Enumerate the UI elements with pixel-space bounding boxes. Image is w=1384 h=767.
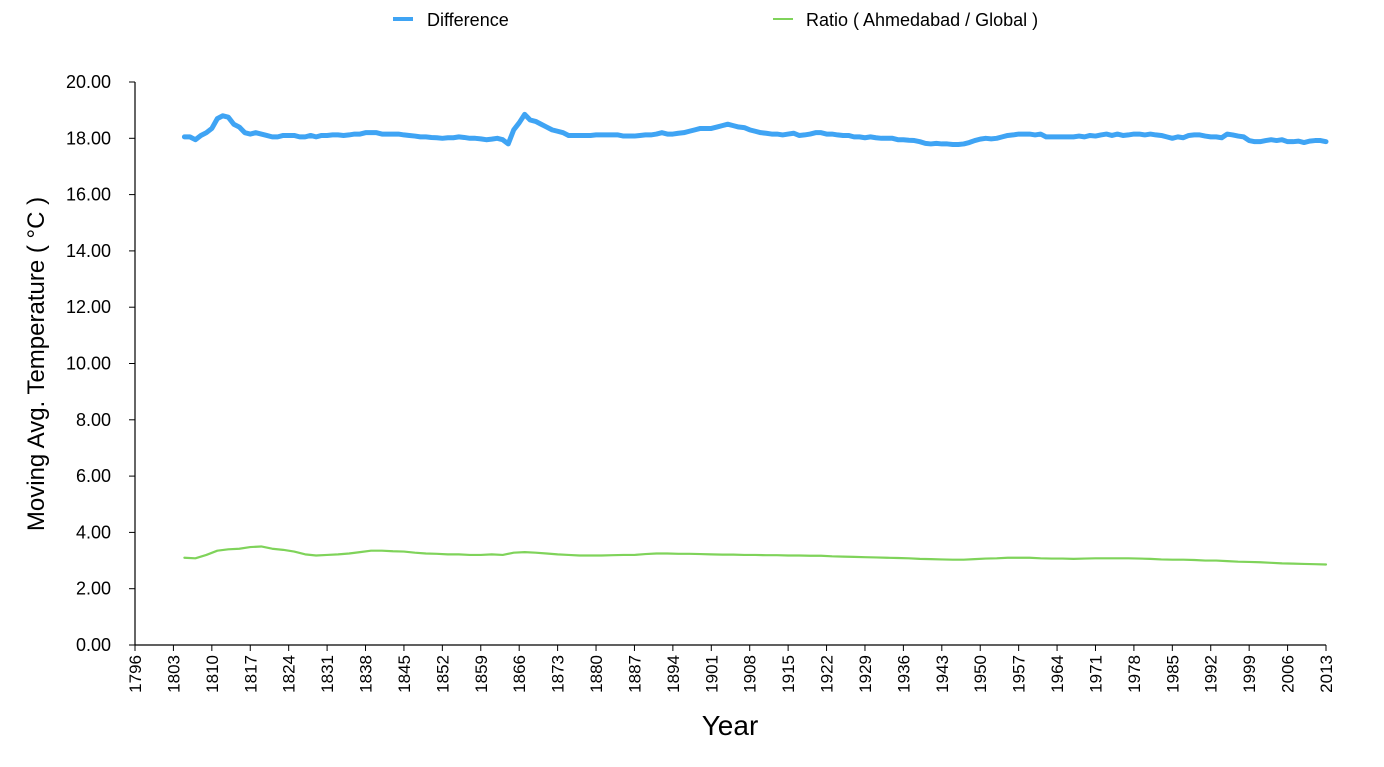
- x-tick-label: 1887: [625, 655, 644, 693]
- x-tick-label: 1922: [818, 655, 837, 693]
- y-axis-ticks: 0.00 2.00 4.00 6.00 8.00 10.00 12.00 14.00 16.00…: [66, 72, 135, 655]
- x-tick-label: 1929: [856, 655, 875, 693]
- x-tick-label: 1873: [549, 655, 568, 693]
- series-line-ratio[interactable]: [183, 545, 1328, 566]
- legend-item-difference[interactable]: Difference: [393, 10, 509, 30]
- x-tick-label: 1971: [1086, 655, 1105, 693]
- y-tick-label: 16.00: [66, 185, 111, 205]
- x-tick-label: 1964: [1048, 655, 1067, 693]
- x-tick-label: 1838: [357, 655, 376, 693]
- y-tick-label: 2.00: [76, 579, 111, 599]
- x-tick-label: 1845: [395, 655, 414, 693]
- x-tick-label: 1866: [510, 655, 529, 693]
- x-axis-title: Year: [702, 710, 759, 741]
- x-tick-label: 2006: [1279, 655, 1298, 693]
- x-tick-label: 1796: [126, 655, 145, 693]
- x-tick-label: 1999: [1240, 655, 1259, 693]
- y-tick-label: 14.00: [66, 241, 111, 261]
- y-tick-label: 20.00: [66, 72, 111, 92]
- x-axis-ticks: 1796 1803 1810 1817 1824 1831 1838 1845 1852 1859…: [126, 645, 1336, 693]
- x-tick-label: 1817: [241, 655, 260, 693]
- series-layer: [181, 111, 1329, 566]
- x-tick-label: 1985: [1163, 655, 1182, 693]
- x-tick-label: 1824: [280, 655, 299, 693]
- y-tick-label: 0.00: [76, 635, 111, 655]
- x-tick-label: 2013: [1317, 655, 1336, 693]
- x-tick-label: 1992: [1202, 655, 1221, 693]
- y-tick-label: 6.00: [76, 466, 111, 486]
- y-tick-label: 12.00: [66, 297, 111, 317]
- x-tick-label: 1901: [702, 655, 721, 693]
- x-tick-label: 1852: [433, 655, 452, 693]
- x-tick-label: 1810: [203, 655, 222, 693]
- y-tick-label: 18.00: [66, 128, 111, 148]
- x-tick-label: 1803: [164, 655, 183, 693]
- x-tick-label: 1894: [664, 655, 683, 693]
- x-tick-label: 1957: [1010, 655, 1029, 693]
- x-tick-label: 1859: [472, 655, 491, 693]
- x-tick-label: 1880: [587, 655, 606, 693]
- x-tick-label: 1978: [1125, 655, 1144, 693]
- y-axis-title: Moving Avg. Temperature ( °C ): [23, 197, 50, 531]
- x-tick-label: 1831: [318, 655, 337, 693]
- y-tick-label: 10.00: [66, 354, 111, 374]
- x-tick-label: 1915: [779, 655, 798, 693]
- x-tick-label: 1936: [894, 655, 913, 693]
- legend-item-ratio[interactable]: Ratio ( Ahmedabad / Global ): [773, 10, 1038, 30]
- legend-label-difference: Difference: [427, 10, 509, 30]
- legend: Difference Ratio ( Ahmedabad / Global ): [393, 10, 1038, 30]
- y-tick-label: 4.00: [76, 522, 111, 542]
- y-tick-label: 8.00: [76, 410, 111, 430]
- x-tick-label: 1943: [933, 655, 952, 693]
- x-tick-label: 1908: [741, 655, 760, 693]
- x-tick-label: 1950: [971, 655, 990, 693]
- legend-label-ratio: Ratio ( Ahmedabad / Global ): [806, 10, 1038, 30]
- series-line-difference[interactable]: [181, 111, 1329, 147]
